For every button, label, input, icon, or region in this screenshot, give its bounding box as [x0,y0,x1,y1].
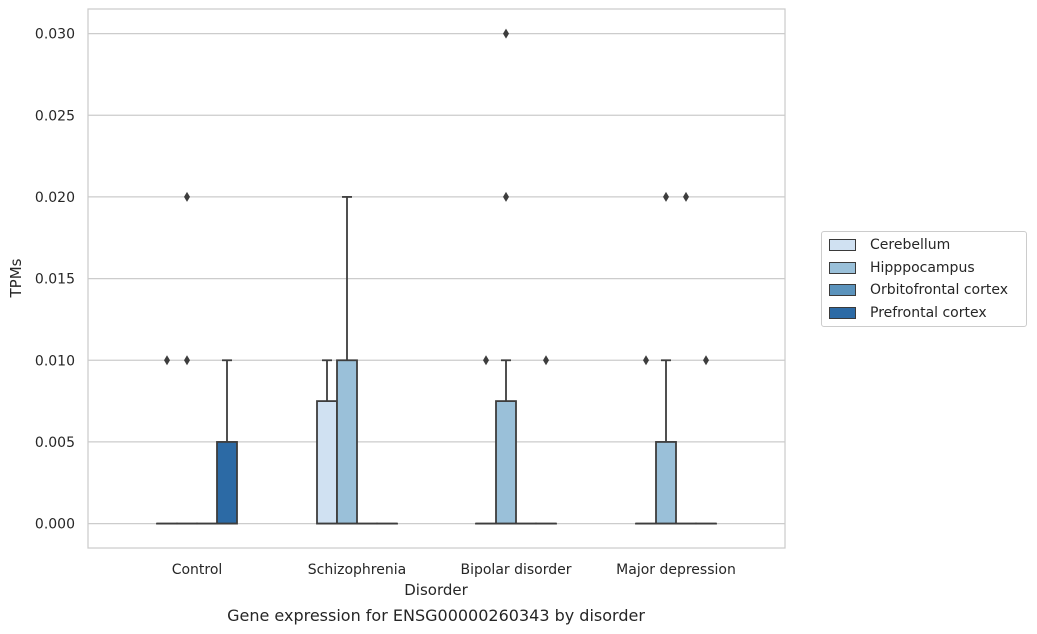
box-control-cerebellum [156,355,178,525]
outlier-point [184,191,190,202]
outlier-point [643,355,649,366]
legend-label-prefrontal-cortex: Prefrontal cortex [870,305,987,321]
outlier-point [543,355,549,366]
box-major-depression-cerebellum [635,355,657,525]
y-tick-label: 0.025 [35,108,75,124]
box-body [336,359,358,525]
box-control-prefrontal-cortex [216,359,238,525]
y-tick-label: 0.000 [35,517,75,533]
box-major-depression-hipppocampus [655,191,677,525]
x-axis-label: Disorder [404,581,468,599]
x-tick-label: Major depression [616,562,736,578]
box-schizophrenia-hipppocampus [336,196,358,525]
boxes [156,28,717,525]
outlier-point [164,355,170,366]
legend-swatch-prefrontal-cortex [829,307,856,319]
x-tick-label: Schizophrenia [308,562,406,578]
box-bipolar-disorder-prefrontal-cortex [535,355,557,525]
box-major-depression-prefrontal-cortex [695,355,717,525]
y-tick-label: 0.020 [35,190,75,206]
box-body [316,400,338,525]
legend-swatch-orbitofrontal-cortex [829,284,856,296]
outlier-point [503,191,509,202]
legend-item-cerebellum: Cerebellum [829,236,950,254]
legend-label-cerebellum: Cerebellum [870,237,951,253]
y-axis-label: TPMs [7,258,25,298]
outlier-point [503,28,509,39]
legend-item-prefrontal-cortex: Prefrontal cortex [829,304,987,322]
box-body [216,441,238,525]
chart-caption: Gene expression for ENSG00000260343 by d… [227,606,645,625]
y-axis-ticks: 0.000 0.005 0.010 0.015 0.020 0.025 0.030 [35,27,75,533]
outlier-point [663,191,669,202]
legend-label-hippocampus: Hipppocampus [870,260,975,276]
legend-item-hippocampus: Hipppocampus [829,259,975,277]
box-bipolar-disorder-cerebellum [475,355,497,525]
box-body [495,400,517,525]
box-control-hipppocampus [176,191,198,525]
outlier-point [683,191,689,202]
grid-lines [88,32,785,525]
legend-label-orbitofrontal-cortex: Orbitofrontal cortex [870,282,1008,298]
outlier-point [184,355,190,366]
legend-swatch-cerebellum [829,239,856,251]
legend-swatch-hippocampus [829,262,856,274]
box-schizophrenia-cerebellum [316,359,338,525]
y-tick-label: 0.005 [35,435,75,451]
plot-frame [87,8,786,549]
x-tick-label: Bipolar disorder [460,562,571,578]
box-body [655,441,677,525]
x-axis-ticks: Control Schizophrenia Bipolar disorder Majo… [172,562,736,578]
legend: Cerebellum Hipppocampus Orbitofrontal co… [821,231,1027,327]
x-tick-label: Control [172,562,223,578]
y-tick-label: 0.030 [35,27,75,43]
y-tick-label: 0.015 [35,272,75,288]
outlier-point [483,355,489,366]
outlier-point [703,355,709,366]
y-tick-label: 0.010 [35,353,75,369]
box-major-depression-orbitofrontal-cortex [675,191,697,525]
box-bipolar-disorder-hipppocampus [495,28,517,525]
legend-item-orbitofrontal-cortex: Orbitofrontal cortex [829,281,1008,299]
